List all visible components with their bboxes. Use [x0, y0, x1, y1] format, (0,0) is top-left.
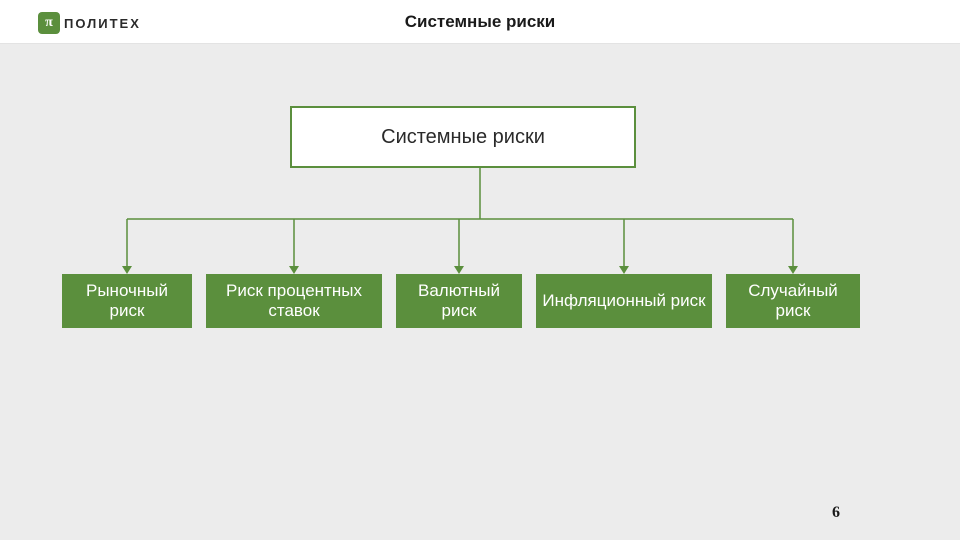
tree-child-label: Случайный риск [732, 281, 854, 322]
tree-child-node: Случайный риск [726, 274, 860, 328]
logo-mark-icon: π [38, 12, 60, 34]
tree-child-node: Валютный риск [396, 274, 522, 328]
tree-child-label: Инфляционный риск [542, 291, 705, 311]
tree-root-node: Системные риски [290, 106, 636, 168]
logo-text: ПОЛИТЕХ [64, 16, 141, 31]
tree-child-label: Валютный риск [402, 281, 516, 322]
page-number: 6 [832, 504, 840, 522]
logo: π ПОЛИТЕХ [38, 12, 141, 34]
tree-child-node: Рыночный риск [62, 274, 192, 328]
tree-root-label: Системные риски [381, 125, 545, 149]
tree-child-node: Риск процентных ставок [206, 274, 382, 328]
tree-child-label: Рыночный риск [68, 281, 186, 322]
tree-child-node: Инфляционный риск [536, 274, 712, 328]
tree-child-label: Риск процентных ставок [212, 281, 376, 322]
slide-header: π ПОЛИТЕХ Системные риски [0, 0, 960, 44]
slide-body: Системные риски Рыночный риск Риск процен… [0, 44, 960, 540]
page-title: Системные риски [405, 12, 556, 32]
